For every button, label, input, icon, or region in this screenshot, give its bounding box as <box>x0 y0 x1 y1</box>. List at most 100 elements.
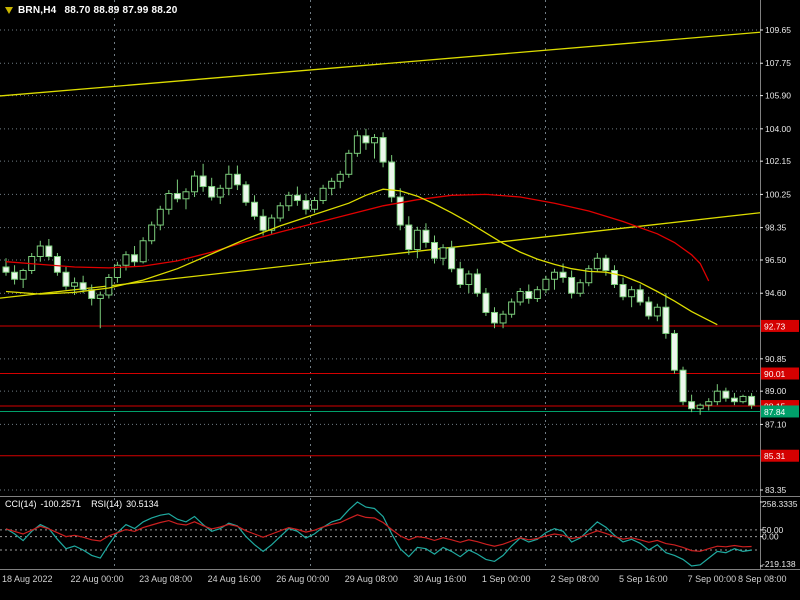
symbol-period-label: BRN,H4 <box>18 5 57 16</box>
price-tag <box>761 367 799 380</box>
candle <box>328 180 336 189</box>
time-axis-label: 18 Aug 2022 <box>2 574 53 584</box>
indicator-panel-layer <box>0 501 760 567</box>
rsi-line <box>5 514 752 552</box>
candle <box>465 273 473 285</box>
candle <box>670 332 678 371</box>
candle <box>19 269 27 280</box>
candle <box>568 276 576 294</box>
candle <box>71 282 79 287</box>
price-axis-label: 90.85 <box>765 354 787 364</box>
axis-layer: 109.65 107.75 105.90 104.00 102.15 100.25 98.3… <box>0 0 800 584</box>
candle <box>371 137 379 144</box>
candle <box>122 254 130 266</box>
candle <box>113 264 121 278</box>
candle <box>705 401 713 406</box>
candle <box>688 401 696 410</box>
time-axis-label: 7 Sep 00:00 <box>688 574 737 584</box>
candle <box>679 369 687 403</box>
cci-line <box>5 501 752 567</box>
candle <box>225 173 233 189</box>
candle <box>499 313 507 324</box>
candle <box>131 254 139 263</box>
time-axis-label: 23 Aug 08:00 <box>139 574 192 584</box>
trendline-upper[interactable] <box>0 31 761 97</box>
candle <box>619 283 627 298</box>
candle <box>259 215 267 231</box>
candle <box>645 301 653 317</box>
price-axis-label: 109.65 <box>765 25 791 35</box>
price-axis-label: 102.15 <box>765 156 791 166</box>
price-axis-label: 98.35 <box>765 223 787 233</box>
grid-layer <box>0 0 760 569</box>
candle <box>165 193 173 210</box>
candle <box>576 282 584 294</box>
cci-name: CCI(14) <box>5 499 37 509</box>
ohlc-readout: 88.70 88.89 87.99 88.20 <box>64 5 178 16</box>
candle <box>362 135 370 144</box>
time-axis-label: 26 Aug 00:00 <box>276 574 329 584</box>
candle <box>285 194 293 207</box>
price-tag-label: 85.31 <box>764 451 786 461</box>
candle <box>208 186 216 198</box>
candle <box>542 278 550 291</box>
candle <box>302 200 310 210</box>
time-axis-label: 2 Sep 08:00 <box>550 574 599 584</box>
candle <box>610 269 618 285</box>
candle <box>62 271 70 287</box>
price-tag-label: 87.84 <box>764 407 786 417</box>
price-tag <box>761 319 799 332</box>
candle <box>713 390 721 403</box>
chart-title-bar: BRN,H4 88.70 88.89 87.99 88.20 <box>5 5 177 16</box>
candle <box>508 301 516 315</box>
price-tag-label: 92.73 <box>764 321 786 331</box>
candle <box>730 397 738 403</box>
candle <box>405 224 413 251</box>
moving-averages-layer <box>5 188 718 326</box>
candle <box>216 187 224 198</box>
candle <box>585 268 593 284</box>
price-axis-label: 104.00 <box>765 124 791 134</box>
candle <box>156 208 164 226</box>
candle <box>276 205 284 219</box>
cci-value: -100.2571 <box>40 499 82 509</box>
candle <box>653 306 661 317</box>
indicator-axis-label: 258.3335 <box>762 499 798 509</box>
candle <box>739 395 747 403</box>
candle <box>36 245 44 258</box>
candle <box>268 217 276 231</box>
price-axis-label: 87.10 <box>765 419 787 429</box>
candle <box>45 245 53 258</box>
time-axis-label: 1 Sep 00:00 <box>482 574 531 584</box>
candle <box>379 137 387 163</box>
time-axis-label: 5 Sep 16:00 <box>619 574 668 584</box>
candle <box>139 240 147 263</box>
candle <box>2 266 10 273</box>
time-axis-label: 24 Aug 16:00 <box>208 574 261 584</box>
candle <box>242 184 250 203</box>
rsi-name: RSI(14) <box>91 499 123 509</box>
indicator-axis-label: -219.138 <box>762 559 796 569</box>
candle <box>345 152 353 175</box>
symbol-dropdown-icon[interactable] <box>5 7 13 14</box>
price-tag-label: 90.01 <box>764 369 786 379</box>
indicator-label: CCI(14) -100.2571 RSI(14) 30.5134 <box>5 499 169 509</box>
candle <box>722 390 730 399</box>
candle <box>490 311 498 324</box>
candle <box>319 187 327 202</box>
time-axis-label: 30 Aug 16:00 <box>413 574 466 584</box>
candle <box>550 271 558 280</box>
candle <box>628 289 636 298</box>
candle <box>182 191 190 200</box>
price-axis-label: 89.00 <box>765 386 787 396</box>
ma-red <box>5 193 710 282</box>
candle <box>336 173 344 182</box>
candle <box>79 282 87 291</box>
candle <box>422 229 430 244</box>
candle <box>311 200 319 210</box>
candle <box>11 271 19 280</box>
candle <box>448 247 456 270</box>
time-axis-label: 29 Aug 08:00 <box>345 574 398 584</box>
